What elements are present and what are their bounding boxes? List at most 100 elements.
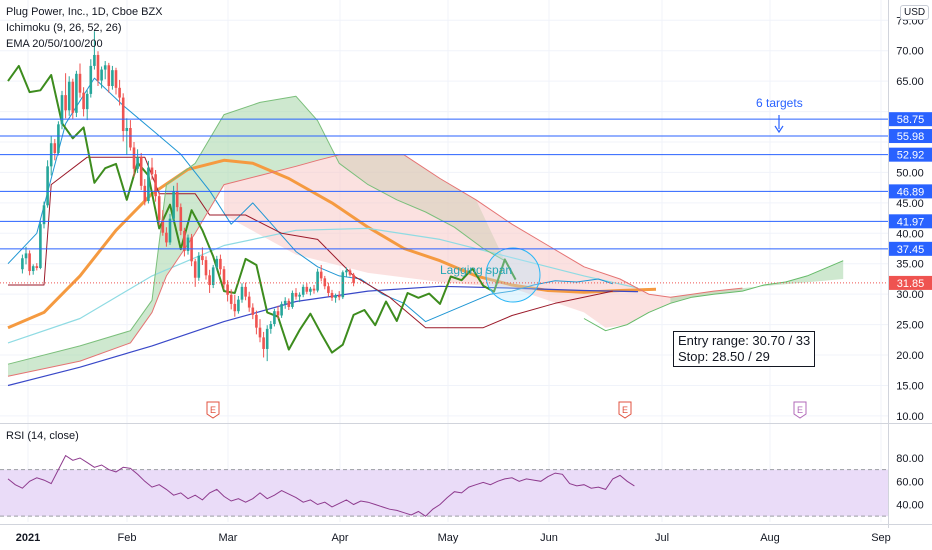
candle <box>150 157 154 180</box>
earnings-badge <box>793 401 807 419</box>
rsi-tick-label: 40.00 <box>896 500 924 512</box>
candle-body <box>283 300 287 304</box>
candle <box>39 221 42 270</box>
candle <box>89 59 93 98</box>
candle-body <box>75 73 78 113</box>
candle <box>114 67 118 95</box>
price-tick-label: 70.00 <box>896 46 924 58</box>
candle-body <box>269 324 273 329</box>
candle <box>301 284 305 298</box>
candle-body <box>211 267 215 286</box>
candle <box>75 70 78 118</box>
candle-body <box>161 219 165 233</box>
candle-body <box>240 286 244 300</box>
price-tick-label: 10.00 <box>896 411 924 423</box>
candle-body <box>28 253 31 272</box>
candle <box>208 269 211 293</box>
target-label: 52.92 <box>897 150 925 162</box>
candle <box>121 93 125 142</box>
candle <box>237 296 240 314</box>
rsi-legend[interactable]: RSI (14, close) <box>6 430 79 442</box>
candle <box>244 282 247 301</box>
candle <box>201 247 204 265</box>
candle <box>226 280 229 302</box>
price-tick-label: 20.00 <box>896 350 924 362</box>
series-kijun <box>8 156 613 329</box>
candle <box>161 210 165 236</box>
candle-body <box>42 205 46 225</box>
candle <box>262 331 265 358</box>
candle-body <box>219 258 222 270</box>
ema-legend[interactable]: EMA 20/50/100/200 <box>6 38 103 50</box>
candle-body <box>280 303 283 316</box>
target-label-box <box>889 214 932 229</box>
lagging-span-annotation: Lagging span <box>440 263 513 277</box>
candle-body <box>201 255 204 261</box>
candle <box>53 138 57 161</box>
candle-body <box>312 288 316 291</box>
candle <box>183 227 186 257</box>
target-label: 55.98 <box>897 131 925 143</box>
rsi-band <box>0 469 888 517</box>
target-label: 41.97 <box>897 216 925 228</box>
candle <box>136 149 139 174</box>
candle-body <box>294 292 298 297</box>
candle-body <box>237 299 240 312</box>
entry-range-text: Entry range: 30.70 / 33 <box>678 333 811 348</box>
candle <box>229 289 233 310</box>
candle <box>291 290 294 309</box>
candle-body <box>53 143 57 153</box>
candle <box>211 264 215 289</box>
candle <box>215 255 219 271</box>
candle-body <box>172 191 175 219</box>
indicator-lines <box>7 64 844 387</box>
candle-body <box>345 270 348 273</box>
candle-body <box>150 167 154 175</box>
candle <box>247 291 251 312</box>
candle-body <box>229 294 233 304</box>
candle-body <box>316 271 319 291</box>
candle-body <box>67 81 71 111</box>
candle-body <box>287 300 291 307</box>
candle <box>265 325 269 362</box>
earnings-letter: E <box>210 405 216 415</box>
earnings-marker: E <box>793 401 807 419</box>
candle-body <box>348 270 352 275</box>
candle-body <box>31 266 35 272</box>
candle <box>280 301 283 318</box>
ichimoku-legend[interactable]: Ichimoku (9, 26, 52, 26) <box>6 22 122 34</box>
candle <box>258 319 262 343</box>
candle <box>179 203 183 236</box>
price-tick-label: 25.00 <box>896 320 924 332</box>
last-price-label: 31.85 <box>897 278 925 290</box>
candle-body <box>111 70 114 86</box>
candle-body <box>103 65 107 70</box>
candle <box>71 78 75 120</box>
candle-body <box>247 296 251 308</box>
candle-body <box>334 295 337 298</box>
candle <box>96 51 100 86</box>
candle-body <box>85 93 89 110</box>
candle <box>345 267 348 278</box>
series-span_b_green <box>7 95 506 365</box>
stop-text: Stop: 28.50 / 29 <box>678 349 770 364</box>
targets-arrowhead <box>774 125 784 134</box>
candle-body <box>301 286 305 295</box>
candle <box>283 297 287 309</box>
currency-button[interactable]: USD <box>900 5 930 20</box>
candle <box>175 182 179 212</box>
candle-body <box>352 274 355 283</box>
candle <box>78 63 82 98</box>
candle <box>309 286 312 296</box>
candle <box>348 268 352 277</box>
candle-body <box>190 237 193 262</box>
target-label: 58.75 <box>897 114 925 126</box>
candle <box>129 120 132 151</box>
candle <box>240 283 244 303</box>
candle <box>157 191 161 226</box>
candle-body <box>154 174 157 197</box>
candle-body <box>21 258 24 270</box>
candle-body <box>125 128 129 132</box>
